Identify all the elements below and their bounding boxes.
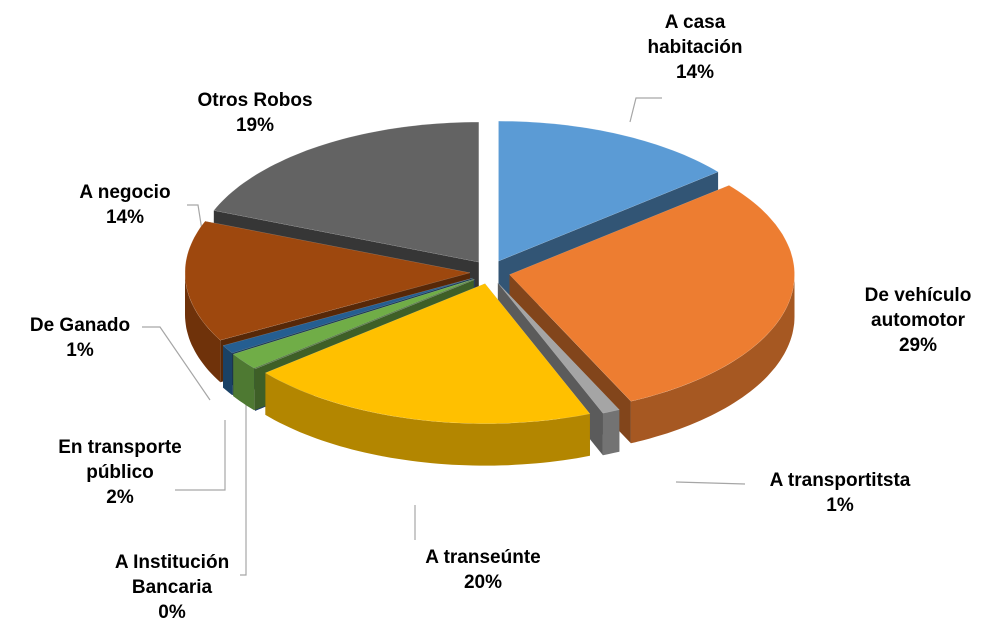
- label-name: A casa habitación: [647, 12, 743, 58]
- data-label: A transportitsta 1%: [740, 468, 940, 518]
- data-label: A transeúnte 20%: [393, 545, 573, 595]
- data-label: A negocio 14%: [60, 180, 190, 230]
- leader-line: [240, 400, 247, 576]
- label-name: De Ganado: [29, 315, 131, 336]
- data-label: A Institución Bancaria 0%: [92, 550, 252, 625]
- label-value: 14%: [675, 62, 715, 83]
- leader-lines: [142, 97, 746, 576]
- label-value: 29%: [898, 335, 938, 356]
- label-name: A transeúnte: [425, 547, 541, 568]
- slice-side: [185, 272, 221, 383]
- leader-line: [142, 326, 211, 401]
- leader-line: [175, 420, 226, 491]
- data-label: En transporte público 2%: [35, 435, 205, 510]
- label-value: 2%: [106, 487, 134, 508]
- slice: [254, 279, 475, 370]
- slice: [497, 282, 620, 414]
- label-name: Otros Robos: [197, 90, 313, 111]
- slice-side: [265, 372, 590, 466]
- data-label: De Ganado 1%: [10, 313, 150, 363]
- label-name: A transportitsta: [769, 470, 911, 491]
- slice: [213, 121, 480, 263]
- leader-line: [629, 97, 662, 123]
- slice: [264, 283, 591, 424]
- slice: [184, 220, 471, 341]
- label-name: A negocio: [79, 182, 171, 203]
- label-value: 19%: [235, 115, 275, 136]
- label-name: De vehículo automotor: [864, 285, 972, 331]
- data-label: Otros Robos 19%: [180, 88, 330, 138]
- slice: [509, 185, 795, 402]
- data-label: De vehículo automotor 29%: [843, 283, 990, 358]
- slice-side: [602, 409, 620, 456]
- slice-side: [630, 274, 795, 444]
- data-label: A casa habitación 14%: [620, 10, 770, 85]
- label-value: 0%: [158, 602, 186, 623]
- slice: [498, 120, 719, 262]
- label-value: 20%: [463, 572, 503, 593]
- label-value: 1%: [66, 340, 94, 361]
- slice-side: [223, 345, 233, 396]
- label-value: 1%: [826, 495, 854, 516]
- leader-line: [675, 481, 746, 485]
- slice-side: [233, 354, 255, 411]
- label-name: En transporte público: [58, 437, 182, 483]
- slice: [222, 277, 473, 354]
- slice: [232, 278, 474, 369]
- label-value: 14%: [105, 207, 145, 228]
- label-name: A Institución Bancaria: [114, 552, 230, 598]
